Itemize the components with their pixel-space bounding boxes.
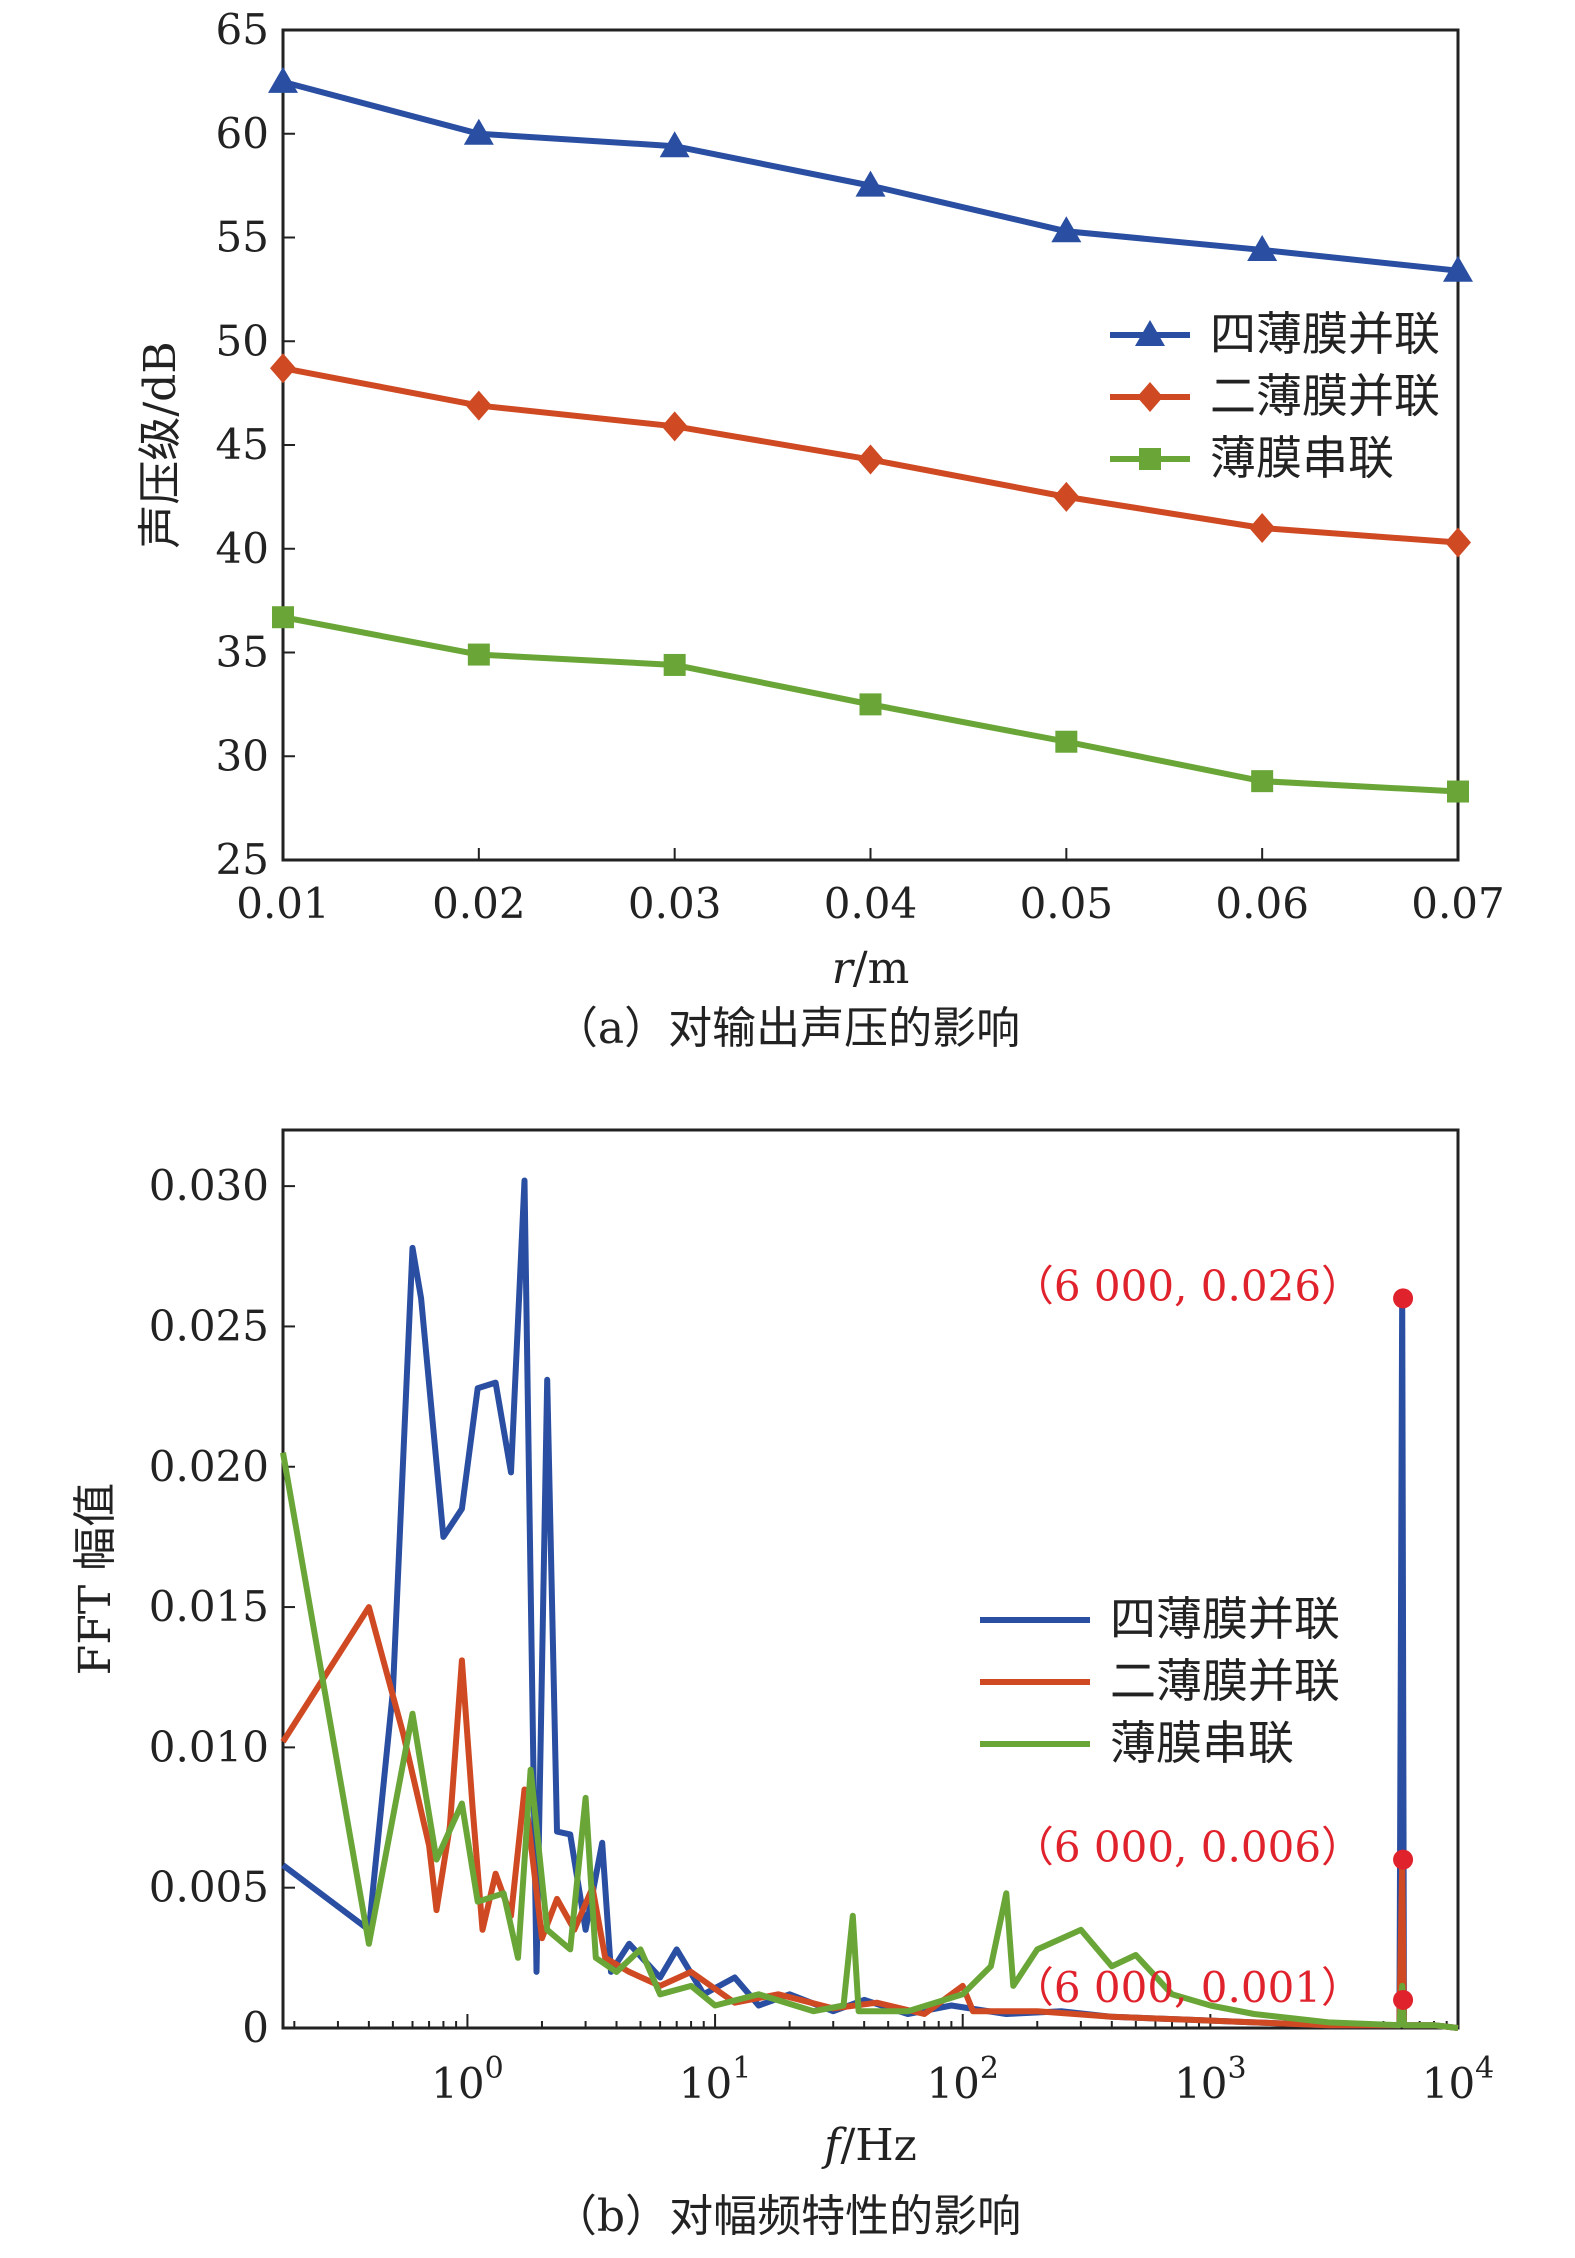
chart-a-y-tick-label: 45 bbox=[216, 420, 269, 469]
chart-a-data-point bbox=[463, 118, 494, 145]
chart-b-caption: （b）对幅频特性的影响 bbox=[553, 2191, 1021, 2242]
chart-a-x-tick-label: 0.01 bbox=[236, 879, 330, 928]
chart-a-y-tick-label: 55 bbox=[216, 213, 269, 262]
chart-a-legend-label: 薄膜串联 bbox=[1210, 431, 1394, 485]
chart-a-data-point bbox=[467, 643, 490, 666]
chart-b-annotation-point bbox=[1393, 1288, 1414, 1309]
chart-a-data-point bbox=[1249, 513, 1276, 543]
chart-a-data-point bbox=[1051, 216, 1082, 243]
chart-a-x-tick-label: 0.02 bbox=[432, 879, 526, 928]
chart-a-data-point bbox=[1055, 730, 1078, 753]
chart-a-legend-marker bbox=[1135, 320, 1165, 346]
chart-b-x-tick-label: 103 bbox=[1174, 2051, 1247, 2108]
chart-b-y-axis-label: FFT 幅值 bbox=[70, 1483, 121, 1675]
chart-a-sound-pressure: 0.01 0.02 0.03 0.04 0.05 0.06 0.07 25 30 35 40 45 50… bbox=[135, 5, 1505, 994]
chart-b-y-tick-label: 0.030 bbox=[149, 1161, 269, 1210]
chart-b-annotation-label: （6 000, 0.026） bbox=[1012, 1261, 1363, 1310]
chart-a-y-tick-label: 40 bbox=[216, 524, 269, 573]
chart-a-x-tick-label: 0.05 bbox=[1020, 879, 1114, 928]
chart-b-x-axis-label: f/Hz bbox=[821, 2120, 917, 2171]
chart-a-x-tick-label: 0.03 bbox=[628, 879, 722, 928]
chart-a-y-tick-label: 50 bbox=[216, 316, 269, 365]
chart-b-annotation-label: （6 000, 0.001） bbox=[1012, 1963, 1363, 2012]
chart-a-data-point bbox=[272, 606, 294, 629]
chart-a-y-tick-label: 30 bbox=[216, 731, 269, 780]
chart-b-y-tick-label: 0.010 bbox=[149, 1722, 269, 1771]
chart-a-y-axis-label: 声压级/dB bbox=[135, 341, 186, 548]
chart-a-data-point bbox=[1445, 527, 1471, 558]
chart-a-y-tick-label: 35 bbox=[216, 628, 269, 677]
chart-a-caption: （a）对输出声压的影响 bbox=[554, 1003, 1020, 1054]
chart-b-series-line bbox=[280, 1604, 1459, 2031]
chart-a-legend-marker bbox=[1139, 448, 1161, 470]
chart-a-data-point bbox=[268, 66, 298, 93]
chart-a-data-point bbox=[659, 131, 690, 158]
chart-b-legend-label: 薄膜串联 bbox=[1110, 1716, 1294, 1770]
chart-b-y-tick-label: 0.025 bbox=[149, 1301, 269, 1350]
chart-b-plot-frame bbox=[281, 1128, 1460, 2030]
chart-b-x-tick-label: 100 bbox=[431, 2051, 504, 2108]
chart-a-legend-label: 二薄膜并联 bbox=[1210, 369, 1440, 423]
chart-a-data-point bbox=[859, 693, 882, 716]
chart-a-y-tick-label: 60 bbox=[216, 109, 269, 158]
chart-a-data-point bbox=[661, 411, 688, 442]
chart-b-y-tick-label: 0.020 bbox=[149, 1442, 269, 1491]
chart-b-legend-label: 二薄膜并联 bbox=[1110, 1654, 1340, 1708]
chart-a-y-tick-label: 25 bbox=[216, 835, 269, 884]
chart-a-x-tick-label: 0.07 bbox=[1411, 879, 1505, 928]
chart-a-data-point bbox=[1443, 255, 1473, 282]
chart-a-x-tick-label: 0.04 bbox=[824, 879, 918, 928]
chart-a-data-point bbox=[465, 390, 492, 421]
chart-b-x-tick-label: 102 bbox=[926, 2051, 999, 2108]
chart-a-data-point bbox=[857, 444, 884, 475]
chart-a-data-point bbox=[1247, 234, 1278, 261]
chart-b-y-tick-label: 0.015 bbox=[149, 1582, 269, 1631]
chart-b-annotation-point bbox=[1393, 1849, 1414, 1870]
chart-b-amplitude-frequency: 100 101 102 103 104 0 0.005 0.010 0.015 0.020 0.02… bbox=[70, 1128, 1495, 2171]
chart-a-x-axis-label: r/m bbox=[832, 943, 910, 994]
chart-a-legend-marker bbox=[1137, 382, 1163, 412]
chart-a-y-tick-label: 65 bbox=[216, 5, 269, 54]
chart-a-data-point bbox=[1251, 770, 1274, 793]
chart-a-data-point bbox=[1053, 481, 1080, 512]
chart-b-series-line bbox=[280, 1452, 1459, 2031]
chart-b-y-tick-label: 0.005 bbox=[149, 1863, 269, 1912]
chart-b-legend-label: 四薄膜并联 bbox=[1110, 1592, 1340, 1646]
chart-a-data-point bbox=[855, 170, 886, 197]
chart-b-x-tick-label: 104 bbox=[1422, 2051, 1495, 2108]
chart-a-legend-label: 四薄膜并联 bbox=[1210, 307, 1440, 361]
chart-b-y-tick-label: 0 bbox=[242, 2003, 269, 2052]
chart-b-x-tick-label: 101 bbox=[679, 2051, 752, 2108]
chart-a-data-point bbox=[270, 353, 296, 384]
chart-a-x-tick-label: 0.06 bbox=[1215, 879, 1309, 928]
chart-b-annotation-label: （6 000, 0.006） bbox=[1012, 1823, 1363, 1872]
chart-b-annotation-point bbox=[1393, 1989, 1414, 2010]
chart-a-data-point bbox=[1447, 780, 1469, 803]
chart-a-data-point bbox=[663, 653, 686, 676]
